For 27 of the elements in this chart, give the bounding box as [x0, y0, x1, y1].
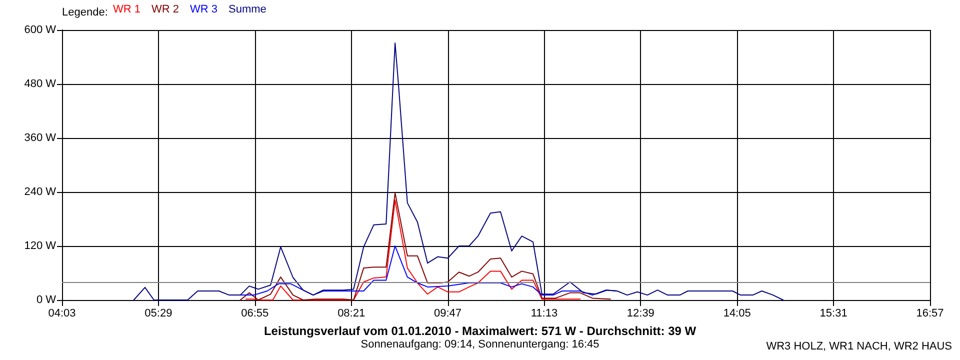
text: Leistungsverlauf vom 01.01.2010 - Maximalwert: 571 W - Durchschnitt: 39 W [264, 324, 697, 338]
text: Summe [228, 4, 266, 16]
x-tick-label: 06:55 [241, 308, 269, 320]
text: WR 1 [113, 4, 140, 16]
text: WR 2 [152, 4, 179, 16]
y-tick-label: 0 W [36, 294, 57, 306]
y-tick-label: 480 W [24, 78, 57, 90]
x-tick-label: 05:29 [144, 308, 172, 320]
line-series [133, 42, 784, 300]
x-tick-label: 04:03 [48, 308, 76, 320]
x-tick-label: 16:57 [916, 308, 944, 320]
x-tick-label: 09:47 [434, 308, 462, 320]
text: WR3 HOLZ, WR1 NACH, WR2 HAUS [766, 340, 952, 352]
x-tick-label: 14:05 [723, 308, 751, 320]
text: Sonnenaufgang: 09:14, Sonnenuntergang: 16:45 [360, 338, 600, 350]
line-series [240, 192, 611, 300]
line-series [245, 200, 581, 300]
y-tick-label: 360 W [24, 132, 57, 144]
y-tick-label: 600 W [24, 24, 57, 36]
x-tick-label: 15:31 [820, 308, 848, 320]
y-tick-label: 120 W [24, 240, 57, 252]
x-tick-label: 12:39 [626, 308, 654, 320]
x-tick-label: 08:21 [338, 308, 366, 320]
legend-title: Legende: [62, 6, 108, 18]
y-tick-label: 240 W [24, 186, 57, 198]
text: WR 3 [190, 4, 218, 16]
x-tick-label: 11:13 [530, 308, 558, 320]
